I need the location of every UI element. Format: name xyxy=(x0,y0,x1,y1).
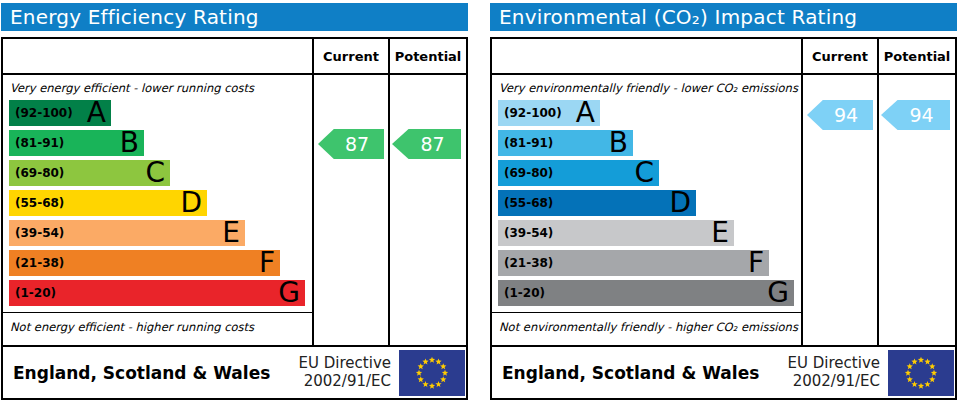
top-note: Very environmentally friendly - lower CO… xyxy=(492,75,801,100)
band-range: (39-54) xyxy=(498,226,553,240)
band-range: (55-68) xyxy=(498,196,553,210)
band-e: (39-54) E xyxy=(498,220,734,246)
band-g: (1-20) G xyxy=(9,280,305,306)
bottom-note: Not energy efficient - higher running co… xyxy=(3,312,312,345)
band-f: (21-38) F xyxy=(9,250,280,276)
panel-footer: England, Scotland & Wales EU Directive 2… xyxy=(490,345,957,400)
band-row: (1-20) G xyxy=(492,280,801,310)
band-letter: A xyxy=(87,100,111,126)
eu-flag-icon xyxy=(399,350,465,396)
band-letter: C xyxy=(145,160,170,186)
panel-footer: England, Scotland & Wales EU Directive 2… xyxy=(1,345,468,400)
band-row: (21-38) F xyxy=(492,250,801,280)
potential-column-header: Potential xyxy=(877,39,955,75)
band-letter: B xyxy=(609,130,633,156)
potential-column xyxy=(388,75,466,345)
band-range: (1-20) xyxy=(498,286,545,300)
band-row: (21-38) F xyxy=(3,250,312,280)
band-letter: D xyxy=(180,190,207,216)
top-note: Very energy efficient - lower running co… xyxy=(3,75,312,100)
band-row: (92-100) A xyxy=(3,100,312,130)
band-range: (92-100) xyxy=(9,106,73,120)
energy-efficiency-panel: Energy Efficiency Rating Current Potenti… xyxy=(1,0,468,404)
band-letter: E xyxy=(711,220,734,246)
corner-cell xyxy=(3,39,312,75)
band-range: (81-91) xyxy=(9,136,64,150)
band-letter: A xyxy=(576,100,600,126)
band-range: (81-91) xyxy=(498,136,553,150)
band-row: (69-80) C xyxy=(492,160,801,190)
band-letter: G xyxy=(278,280,305,306)
co2-rating-table: Current Potential Very environmentally f… xyxy=(490,37,957,347)
eu-directive-label: EU Directive 2002/91/EC xyxy=(299,355,391,390)
current-column-header: Current xyxy=(801,39,877,75)
energy-rating-table: Current Potential Very energy efficient … xyxy=(1,37,468,347)
band-row: (1-20) G xyxy=(3,280,312,310)
environmental-impact-panel: Environmental (CO₂) Impact Rating Curren… xyxy=(490,0,957,404)
band-a: (92-100) A xyxy=(498,100,600,126)
band-range: (21-38) xyxy=(9,256,64,270)
band-range: (21-38) xyxy=(498,256,553,270)
band-row: (55-68) D xyxy=(492,190,801,220)
region-label: England, Scotland & Wales xyxy=(3,363,299,383)
band-letter: G xyxy=(767,280,794,306)
epc-rating-charts: Energy Efficiency Rating Current Potenti… xyxy=(0,0,957,404)
band-c: (69-80) C xyxy=(498,160,659,186)
band-letter: B xyxy=(120,130,144,156)
band-range: (39-54) xyxy=(9,226,64,240)
bottom-note: Not environmentally friendly - higher CO… xyxy=(492,312,801,345)
band-letter: E xyxy=(222,220,245,246)
band-range: (69-80) xyxy=(498,166,553,180)
current-column-header: Current xyxy=(312,39,388,75)
band-scale-area: Very energy efficient - lower running co… xyxy=(3,75,312,345)
band-e: (39-54) E xyxy=(9,220,245,246)
band-letter: D xyxy=(669,190,696,216)
eu-flag-icon xyxy=(888,350,954,396)
band-row: (69-80) C xyxy=(3,160,312,190)
corner-cell xyxy=(492,39,801,75)
region-label: England, Scotland & Wales xyxy=(492,363,788,383)
band-letter: C xyxy=(634,160,659,186)
band-range: (69-80) xyxy=(9,166,64,180)
band-a: (92-100) A xyxy=(9,100,111,126)
rating-bands: (92-100) A (81-91) B (69-80) C (55-68) D (39… xyxy=(3,100,312,310)
band-g: (1-20) G xyxy=(498,280,794,306)
band-d: (55-68) D xyxy=(498,190,696,216)
band-b: (81-91) B xyxy=(498,130,633,156)
band-scale-area: Very environmentally friendly - lower CO… xyxy=(492,75,801,345)
band-d: (55-68) D xyxy=(9,190,207,216)
band-range: (1-20) xyxy=(9,286,56,300)
band-row: (92-100) A xyxy=(492,100,801,130)
band-b: (81-91) B xyxy=(9,130,144,156)
band-f: (21-38) F xyxy=(498,250,769,276)
band-range: (55-68) xyxy=(9,196,64,210)
eu-directive-label: EU Directive 2002/91/EC xyxy=(788,355,880,390)
band-range: (92-100) xyxy=(498,106,562,120)
rating-bands: (92-100) A (81-91) B (69-80) C (55-68) D (39… xyxy=(492,100,801,310)
band-row: (55-68) D xyxy=(3,190,312,220)
panel-title: Environmental (CO₂) Impact Rating xyxy=(490,3,957,31)
potential-column-header: Potential xyxy=(388,39,466,75)
band-letter: F xyxy=(259,250,280,276)
band-c: (69-80) C xyxy=(9,160,170,186)
panel-title: Energy Efficiency Rating xyxy=(1,3,468,31)
current-column xyxy=(312,75,388,345)
band-letter: F xyxy=(748,250,769,276)
